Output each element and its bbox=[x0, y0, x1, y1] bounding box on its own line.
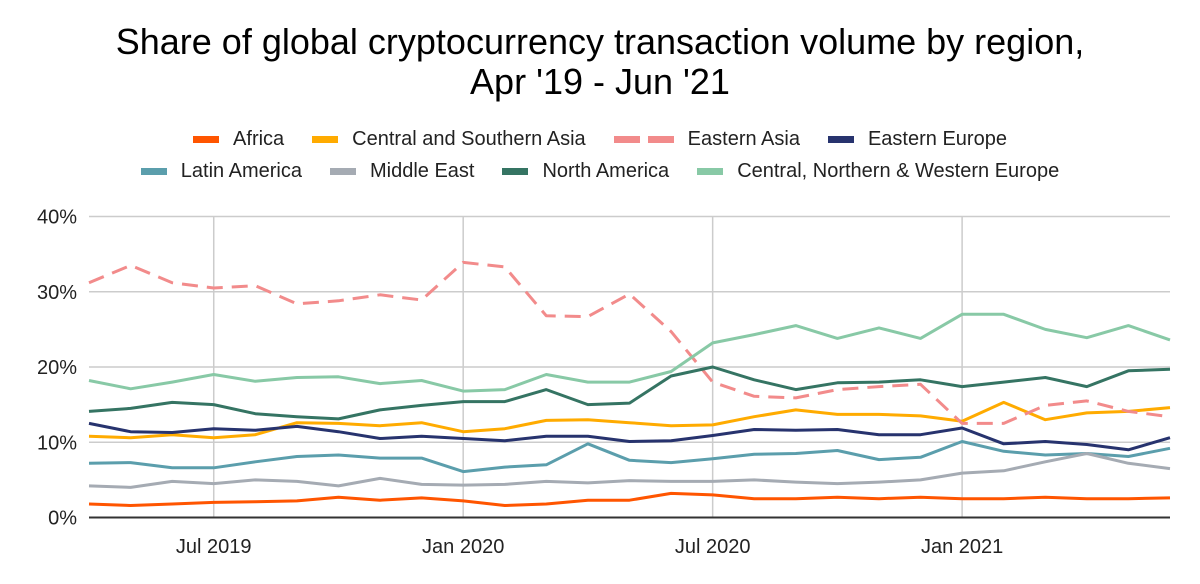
x-tick-label: Jan 2020 bbox=[422, 536, 504, 558]
y-tick-label: 20% bbox=[37, 357, 77, 379]
gridlines bbox=[89, 215, 1170, 518]
series-line-latin-america bbox=[88, 440, 1171, 474]
legend-item-cnw-europe[interactable]: Central, Northern & Western Europe bbox=[697, 160, 1059, 183]
x-tick-label: Jul 2020 bbox=[675, 536, 751, 558]
chart-subtitle: Apr '19 - Jun '21 bbox=[470, 61, 730, 102]
series-line-central-northern-western-europe bbox=[88, 312, 1171, 393]
legend-swatch-cnw-europe bbox=[697, 168, 724, 175]
legend-swatch-middle-east bbox=[329, 168, 356, 175]
series-line-central-and-southern-asia bbox=[88, 400, 1171, 440]
x-tick-label: Jul 2019 bbox=[176, 536, 252, 558]
x-axis-ticks: Jul 2019 Jan 2020 Jul 2020 Jan 2021 bbox=[176, 536, 1003, 558]
legend-swatch-eastern-europe bbox=[827, 136, 854, 143]
legend-label-latin-america: Latin America bbox=[180, 160, 302, 182]
y-tick-label: 40% bbox=[37, 207, 77, 229]
legend-item-africa[interactable]: Africa bbox=[193, 128, 284, 151]
legend-label-eastern-europe: Eastern Europe bbox=[867, 128, 1007, 150]
legend-swatch-africa bbox=[193, 136, 220, 143]
legend-item-eastern-europe[interactable]: Eastern Europe bbox=[827, 128, 1007, 151]
legend-item-eastern-asia[interactable]: Eastern Asia bbox=[613, 128, 800, 151]
series-line-africa bbox=[88, 491, 1171, 507]
series-line-eastern-asia bbox=[88, 260, 1171, 425]
y-tick-label: 0% bbox=[48, 508, 77, 530]
legend-label-central-southern-asia: Central and Southern Asia bbox=[352, 128, 586, 150]
series-lines bbox=[88, 260, 1171, 507]
y-axis-ticks: 0% 10% 20% 30% 40% bbox=[37, 207, 77, 530]
legend-label-cnw-europe: Central, Northern & Western Europe bbox=[737, 160, 1060, 182]
legend-swatch-eastern-asia bbox=[613, 136, 674, 143]
y-tick-label: 10% bbox=[37, 432, 77, 454]
legend-swatch-north-america bbox=[502, 168, 529, 175]
legend-label-north-america: North America bbox=[542, 160, 670, 182]
legend-row-1: Africa Central and Southern Asia Eastern… bbox=[0, 128, 1200, 151]
legend-label-middle-east: Middle East bbox=[369, 160, 475, 182]
legend-item-central-southern-asia[interactable]: Central and Southern Asia bbox=[312, 128, 586, 151]
y-tick-label: 30% bbox=[37, 282, 77, 304]
legend-label-africa: Africa bbox=[233, 128, 285, 150]
series-line-eastern-europe bbox=[88, 421, 1171, 452]
legend-row-2: Latin America Middle East North America … bbox=[0, 160, 1200, 183]
legend-label-eastern-asia: Eastern Asia bbox=[687, 128, 800, 150]
series-line-middle-east bbox=[88, 452, 1171, 489]
legend-swatch-latin-america bbox=[140, 168, 167, 175]
x-tick-label: Jan 2021 bbox=[921, 536, 1003, 558]
legend-item-north-america[interactable]: North America bbox=[502, 160, 669, 183]
legend-item-latin-america[interactable]: Latin America bbox=[140, 160, 302, 183]
legend-swatch-central-southern-asia bbox=[312, 136, 339, 143]
chart-title: Share of global cryptocurrency transacti… bbox=[0, 22, 1200, 102]
legend-item-middle-east[interactable]: Middle East bbox=[329, 160, 475, 183]
series-line-north-america bbox=[88, 365, 1171, 421]
chart-title-line1: Share of global cryptocurrency transacti… bbox=[115, 21, 1085, 62]
